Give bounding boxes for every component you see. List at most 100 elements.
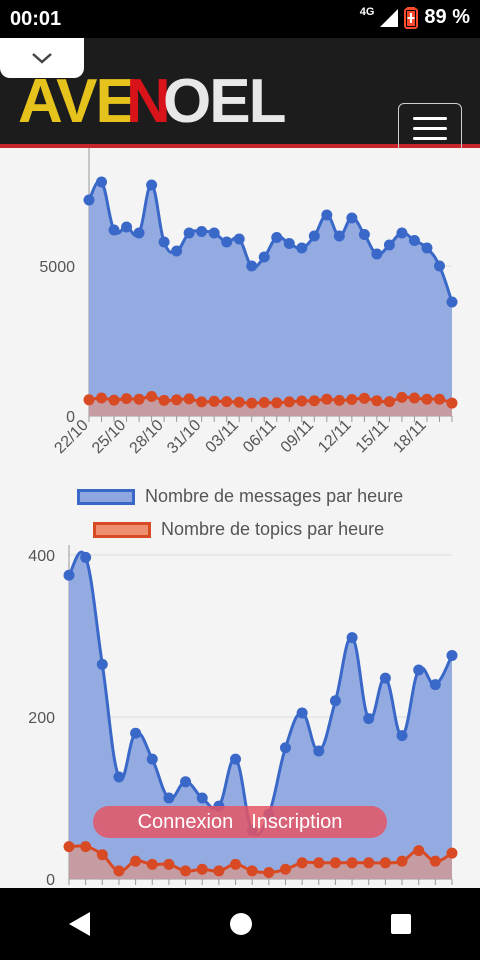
data-point[interactable] <box>196 396 208 408</box>
data-point[interactable] <box>146 753 158 765</box>
data-point[interactable] <box>133 393 145 405</box>
data-point[interactable] <box>233 396 245 408</box>
data-point[interactable] <box>413 845 425 857</box>
data-point[interactable] <box>158 394 170 406</box>
data-point[interactable] <box>196 792 208 804</box>
data-point[interactable] <box>296 707 308 719</box>
data-point[interactable] <box>446 847 458 859</box>
register-link[interactable]: Inscription <box>251 810 343 833</box>
data-point[interactable] <box>163 858 175 870</box>
data-point[interactable] <box>429 679 441 691</box>
data-point[interactable] <box>371 248 383 260</box>
data-point[interactable] <box>313 857 325 869</box>
data-point[interactable] <box>429 855 441 867</box>
legend-item-messages[interactable]: Nombre de messages par heure <box>77 486 403 507</box>
data-point[interactable] <box>258 397 270 408</box>
data-point[interactable] <box>208 395 220 407</box>
data-point[interactable] <box>329 695 341 707</box>
data-point[interactable] <box>221 236 233 248</box>
data-point[interactable] <box>296 857 308 869</box>
data-point[interactable] <box>83 394 95 406</box>
data-point[interactable] <box>363 857 375 869</box>
data-point[interactable] <box>258 251 270 263</box>
data-point[interactable] <box>113 771 125 783</box>
data-point[interactable] <box>183 393 195 405</box>
data-point[interactable] <box>296 242 308 254</box>
data-point[interactable] <box>446 649 458 661</box>
data-point[interactable] <box>108 394 120 406</box>
data-point[interactable] <box>308 395 320 407</box>
login-link[interactable]: Connexion <box>137 810 234 833</box>
data-point[interactable] <box>96 849 108 861</box>
data-point[interactable] <box>283 396 295 408</box>
data-point[interactable] <box>329 857 341 869</box>
data-point[interactable] <box>233 233 245 245</box>
back-icon[interactable] <box>68 911 92 937</box>
data-point[interactable] <box>146 391 158 402</box>
data-point[interactable] <box>230 858 242 870</box>
data-point[interactable] <box>408 392 420 404</box>
data-point[interactable] <box>113 865 125 877</box>
data-point[interactable] <box>379 672 391 684</box>
data-point[interactable] <box>230 753 242 765</box>
data-point[interactable] <box>130 727 142 739</box>
data-point[interactable] <box>246 865 258 877</box>
data-point[interactable] <box>421 393 433 405</box>
data-point[interactable] <box>433 393 445 405</box>
data-point[interactable] <box>171 394 183 406</box>
data-point[interactable] <box>279 742 291 754</box>
data-point[interactable] <box>346 212 358 224</box>
data-point[interactable] <box>308 230 320 242</box>
recents-icon[interactable] <box>390 913 412 935</box>
data-point[interactable] <box>196 863 208 875</box>
data-point[interactable] <box>133 227 145 239</box>
data-point[interactable] <box>108 224 120 236</box>
data-point[interactable] <box>158 236 170 248</box>
data-point[interactable] <box>196 226 208 237</box>
data-point[interactable] <box>121 393 133 405</box>
collapse-tab[interactable] <box>0 38 84 78</box>
data-point[interactable] <box>446 296 458 308</box>
data-point[interactable] <box>183 227 195 239</box>
data-point[interactable] <box>130 855 142 867</box>
data-point[interactable] <box>346 857 358 869</box>
data-point[interactable] <box>383 239 395 251</box>
data-point[interactable] <box>96 176 108 188</box>
data-point[interactable] <box>383 396 395 408</box>
data-point[interactable] <box>358 229 370 240</box>
data-point[interactable] <box>333 230 345 242</box>
data-point[interactable] <box>80 551 92 563</box>
data-point[interactable] <box>396 855 408 867</box>
data-point[interactable] <box>63 841 75 853</box>
data-point[interactable] <box>296 395 308 407</box>
data-point[interactable] <box>180 776 192 788</box>
data-point[interactable] <box>421 242 433 254</box>
data-point[interactable] <box>321 209 333 221</box>
data-point[interactable] <box>271 232 283 243</box>
data-point[interactable] <box>96 392 108 404</box>
data-point[interactable] <box>346 394 358 405</box>
data-point[interactable] <box>433 260 445 272</box>
data-point[interactable] <box>413 664 425 676</box>
data-point[interactable] <box>396 391 408 403</box>
data-point[interactable] <box>96 658 108 670</box>
data-point[interactable] <box>313 745 325 757</box>
data-point[interactable] <box>146 858 158 870</box>
data-point[interactable] <box>246 260 258 272</box>
data-point[interactable] <box>263 867 275 879</box>
data-point[interactable] <box>346 632 358 644</box>
data-point[interactable] <box>246 397 258 409</box>
data-point[interactable] <box>83 194 95 206</box>
data-point[interactable] <box>396 730 408 742</box>
data-point[interactable] <box>446 397 458 409</box>
data-point[interactable] <box>163 792 175 804</box>
data-point[interactable] <box>279 863 291 875</box>
data-point[interactable] <box>333 394 345 406</box>
data-point[interactable] <box>283 238 295 249</box>
site-logo[interactable]: AVE N OEL <box>18 68 318 128</box>
data-point[interactable] <box>371 395 383 407</box>
data-point[interactable] <box>171 245 183 257</box>
data-point[interactable] <box>321 393 333 405</box>
data-point[interactable] <box>213 865 225 877</box>
data-point[interactable] <box>80 841 92 853</box>
